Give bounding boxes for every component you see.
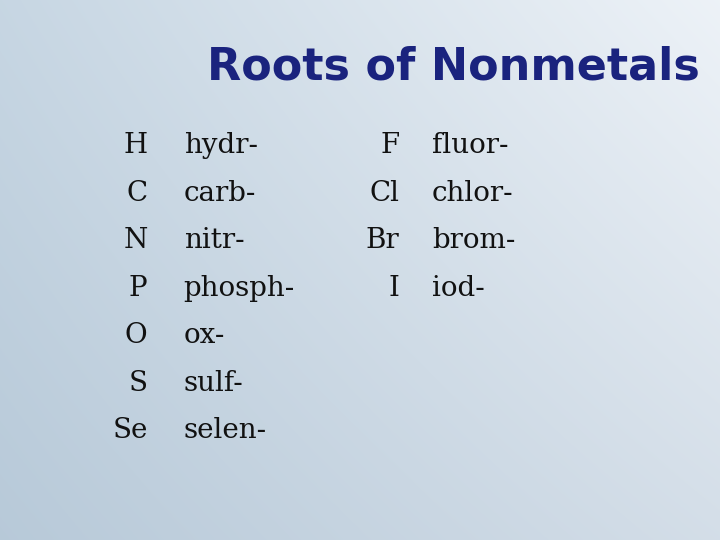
Text: F: F (380, 132, 400, 159)
Text: S: S (129, 370, 148, 397)
Text: chlor-: chlor- (432, 180, 513, 207)
Text: brom-: brom- (432, 227, 516, 254)
Text: iod-: iod- (432, 275, 485, 302)
Text: O: O (125, 322, 148, 349)
Text: Roots of Nonmetals: Roots of Nonmetals (207, 46, 700, 89)
Text: carb-: carb- (184, 180, 256, 207)
Text: P: P (129, 275, 148, 302)
Text: C: C (127, 180, 148, 207)
Text: hydr-: hydr- (184, 132, 258, 159)
Text: fluor-: fluor- (432, 132, 508, 159)
Text: Cl: Cl (369, 180, 400, 207)
Text: H: H (123, 132, 148, 159)
Text: ox-: ox- (184, 322, 225, 349)
Text: nitr-: nitr- (184, 227, 244, 254)
Text: phosph-: phosph- (184, 275, 295, 302)
Text: sulf-: sulf- (184, 370, 243, 397)
Text: Se: Se (112, 417, 148, 444)
Text: selen-: selen- (184, 417, 266, 444)
Text: Br: Br (366, 227, 400, 254)
Text: I: I (389, 275, 400, 302)
Text: N: N (123, 227, 148, 254)
